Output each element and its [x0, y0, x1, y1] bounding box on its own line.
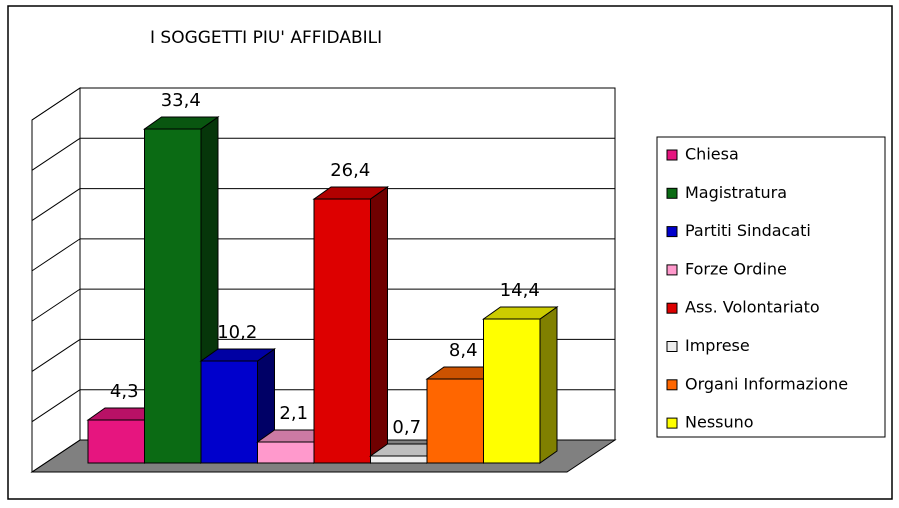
bar-side: [539, 306, 558, 464]
legend-swatch: [666, 302, 678, 314]
value-label: 8,4: [449, 340, 478, 361]
bar-front: [313, 198, 371, 464]
legend-label: Ass. Volontariato: [685, 298, 820, 317]
legend-swatch: [666, 341, 678, 352]
legend-label: Partiti Sindacati: [685, 221, 811, 240]
legend-label: Chiesa: [685, 145, 739, 164]
bar-front: [144, 128, 202, 464]
value-label: 2,1: [279, 403, 308, 424]
bar-front: [257, 441, 315, 464]
grid-line: [31, 389, 81, 423]
legend-label: Imprese: [685, 336, 750, 355]
value-label: 33,4: [161, 90, 201, 111]
grid-line: [31, 288, 81, 322]
legend: [656, 136, 886, 438]
value-label: 4,3: [110, 381, 139, 402]
bar-front: [87, 419, 145, 464]
legend-swatch: [666, 379, 678, 391]
value-label: 14,4: [500, 280, 540, 301]
grid-line: [31, 238, 81, 272]
bar: [142, 116, 220, 464]
legend-label: Organi Informazione: [685, 374, 848, 393]
bar-front: [483, 318, 541, 464]
bar: [481, 306, 559, 464]
grid-line: [31, 439, 81, 473]
bar-front: [426, 378, 484, 464]
legend-swatch: [666, 226, 678, 238]
legend-swatch: [666, 417, 678, 429]
bar: [312, 186, 390, 464]
bar-front: [200, 360, 258, 464]
legend-label: Forze Ordine: [685, 259, 787, 278]
legend-label: Magistratura: [685, 183, 787, 202]
value-label: 0,7: [392, 417, 421, 438]
bar-side: [370, 186, 388, 464]
value-label: 10,2: [217, 322, 257, 343]
legend-swatch: [666, 187, 678, 199]
bar-front: [370, 455, 428, 464]
chart-title: I SOGGETTI PIU' AFFIDABILI: [150, 28, 382, 48]
side-wall: [31, 87, 81, 473]
value-label: 26,4: [330, 160, 370, 181]
grid-line: [31, 339, 81, 372]
legend-swatch: [666, 264, 678, 276]
legend-swatch: [666, 149, 678, 161]
grid-line: [31, 87, 81, 121]
grid-line: [31, 137, 81, 171]
bar: [199, 348, 277, 464]
grid-line: [31, 188, 81, 221]
legend-label: Nessuno: [685, 413, 754, 432]
